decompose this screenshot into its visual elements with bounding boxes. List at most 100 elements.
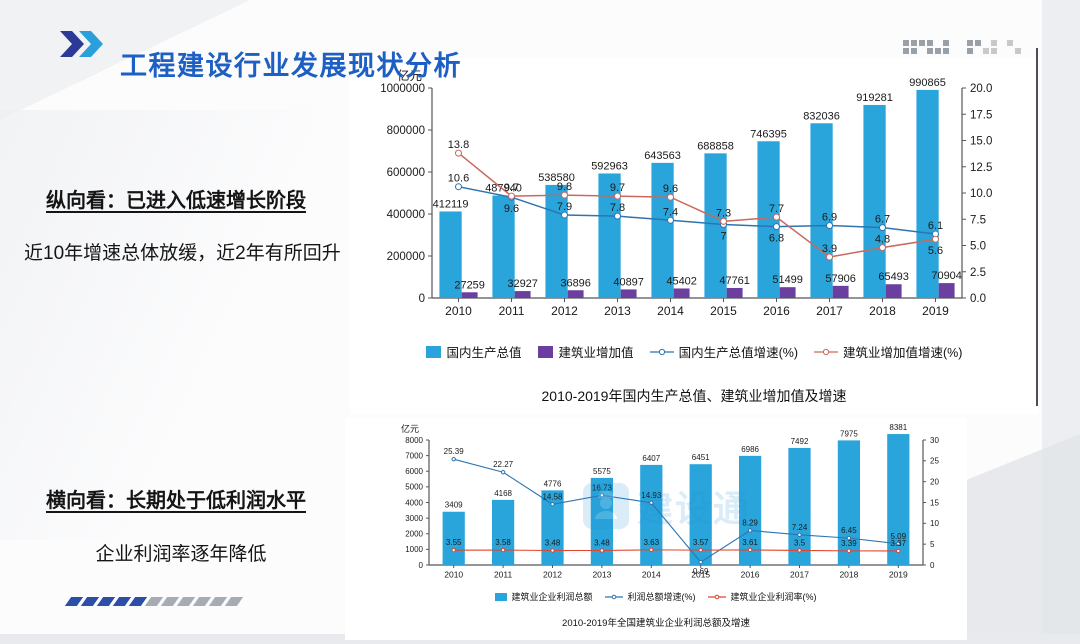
svg-text:487940: 487940: [485, 183, 522, 195]
bar: [620, 289, 637, 298]
bar: [726, 287, 743, 298]
profit-chart-title: 2010-2019年全国建筑业企业利润总额及增速: [562, 618, 750, 629]
gdp-chart-title: 2010-2019年国内生产总值、建筑业增加值及增速: [541, 388, 847, 404]
svg-text:5000: 5000: [405, 483, 423, 492]
bar: [514, 291, 531, 298]
slash-decoration: [64, 597, 244, 606]
svg-text:7.5: 7.5: [970, 214, 986, 226]
legend-line-swatch-icon: [604, 594, 623, 599]
bar: [779, 287, 796, 298]
svg-text:20: 20: [930, 477, 939, 486]
bar: [461, 292, 478, 298]
svg-text:7.7: 7.7: [769, 203, 784, 215]
svg-text:2019: 2019: [889, 570, 908, 580]
svg-text:47761: 47761: [719, 275, 750, 287]
svg-text:2013: 2013: [604, 304, 631, 318]
svg-text:70904: 70904: [931, 270, 962, 282]
page-title: 工程建设行业发展现状分析: [120, 51, 462, 82]
svg-text:3.9: 3.9: [822, 243, 837, 255]
profit-chart-card: 建设通 010002000300040005000600070008000051…: [345, 418, 967, 640]
legend-item: 建筑业企业利润率(%): [707, 590, 817, 603]
gdp-combo-chart: 0 200000 400000 600000 800000 1000000 0.0 2.5 5.…: [380, 68, 992, 318]
svg-text:6986: 6986: [741, 445, 759, 454]
svg-text:8.29: 8.29: [742, 518, 758, 527]
svg-text:9.8: 9.8: [557, 181, 572, 193]
svg-text:4776: 4776: [544, 479, 562, 488]
svg-text:8000: 8000: [405, 436, 423, 445]
svg-text:643563: 643563: [644, 150, 681, 162]
svg-text:2016: 2016: [741, 570, 760, 580]
svg-text:6451: 6451: [692, 453, 710, 462]
bar-series-1: 27259 32927 36896 40897 45402 47761 51499 57906…: [454, 270, 962, 298]
bar: [439, 211, 462, 298]
svg-text:1000000: 1000000: [380, 83, 425, 95]
svg-text:7000: 7000: [405, 451, 423, 460]
svg-text:2.5: 2.5: [970, 267, 986, 279]
svg-text:538580: 538580: [538, 172, 575, 184]
svg-text:5.6: 5.6: [928, 245, 943, 257]
profit-chart-legend: 建筑业企业利润总额 利润总额增速(%) 建筑业企业利润率(%): [345, 590, 967, 603]
legend-item: 国内生产总值: [425, 342, 522, 361]
bar: [673, 288, 690, 298]
svg-text:600000: 600000: [387, 167, 425, 179]
svg-text:5575: 5575: [593, 467, 611, 476]
svg-text:15: 15: [930, 498, 939, 507]
svg-text:2010: 2010: [444, 570, 463, 580]
legend-item: 建筑业增加值增速(%): [814, 342, 962, 361]
svg-text:7975: 7975: [840, 429, 858, 438]
svg-text:7.8: 7.8: [610, 202, 625, 214]
svg-text:10.6: 10.6: [448, 173, 469, 185]
axes: 0 200000 400000 600000 800000 1000000 0.0 2.5 5.…: [380, 68, 992, 318]
gdp-chart-card: 0 200000 400000 600000 800000 1000000 0.0 2.5 5.…: [350, 58, 1038, 414]
bar: [832, 285, 849, 298]
legend-line-swatch-icon: [649, 348, 674, 355]
pixel-dots-decoration: [903, 40, 1021, 62]
svg-text:2018: 2018: [869, 304, 896, 318]
legend-bar-swatch-icon: [537, 345, 553, 358]
legend-line-swatch-icon: [814, 348, 839, 355]
legend-item: 利润总额增速(%): [604, 590, 696, 603]
bar: [938, 283, 955, 298]
svg-text:27259: 27259: [454, 279, 485, 291]
svg-text:990865: 990865: [909, 77, 946, 89]
svg-text:2012: 2012: [551, 304, 578, 318]
bar: [885, 284, 902, 298]
svg-text:5: 5: [930, 540, 935, 549]
horizontal-view-block: 横向看：长期处于低利润水平 企业利润率逐年降低: [46, 484, 326, 566]
svg-text:1000: 1000: [405, 545, 423, 554]
legend-label: 利润总额增速(%): [627, 592, 696, 602]
legend-item: 建筑业企业利润总额: [495, 590, 593, 603]
svg-text:9.6: 9.6: [504, 203, 519, 215]
svg-text:6.9: 6.9: [822, 212, 837, 224]
svg-text:6.7: 6.7: [875, 214, 890, 226]
svg-text:412119: 412119: [433, 198, 469, 210]
svg-text:32927: 32927: [507, 278, 538, 290]
svg-text:3.57: 3.57: [693, 538, 709, 547]
svg-text:4.8: 4.8: [875, 234, 890, 246]
svg-text:亿元: 亿元: [397, 68, 422, 83]
svg-text:800000: 800000: [387, 125, 425, 137]
svg-text:3.58: 3.58: [495, 538, 511, 547]
svg-text:15.0: 15.0: [970, 136, 992, 148]
bar: [492, 195, 515, 298]
svg-text:25: 25: [930, 457, 939, 466]
svg-text:2015: 2015: [710, 304, 737, 318]
svg-text:13.8: 13.8: [448, 139, 469, 151]
line-series-1: 13.8 9.7 9.8 9.7 9.6 7.3 7.7 3.9 4.8 5.6: [448, 139, 943, 261]
svg-text:4000: 4000: [405, 498, 423, 507]
svg-text:3409: 3409: [445, 501, 463, 510]
svg-text:0.0: 0.0: [970, 293, 986, 305]
svg-text:25.39: 25.39: [444, 447, 465, 456]
svg-text:0: 0: [930, 561, 935, 570]
svg-text:20.0: 20.0: [970, 83, 992, 95]
svg-text:14.93: 14.93: [641, 491, 662, 500]
svg-text:5.0: 5.0: [970, 241, 986, 253]
title-chevrons-icon: [60, 31, 112, 62]
svg-text:30: 30: [930, 436, 939, 445]
svg-text:65493: 65493: [878, 271, 909, 283]
bar: [491, 499, 515, 565]
svg-text:22.27: 22.27: [493, 460, 514, 469]
bar: [757, 141, 780, 298]
svg-text:2018: 2018: [839, 570, 858, 580]
svg-text:2000: 2000: [405, 530, 423, 539]
